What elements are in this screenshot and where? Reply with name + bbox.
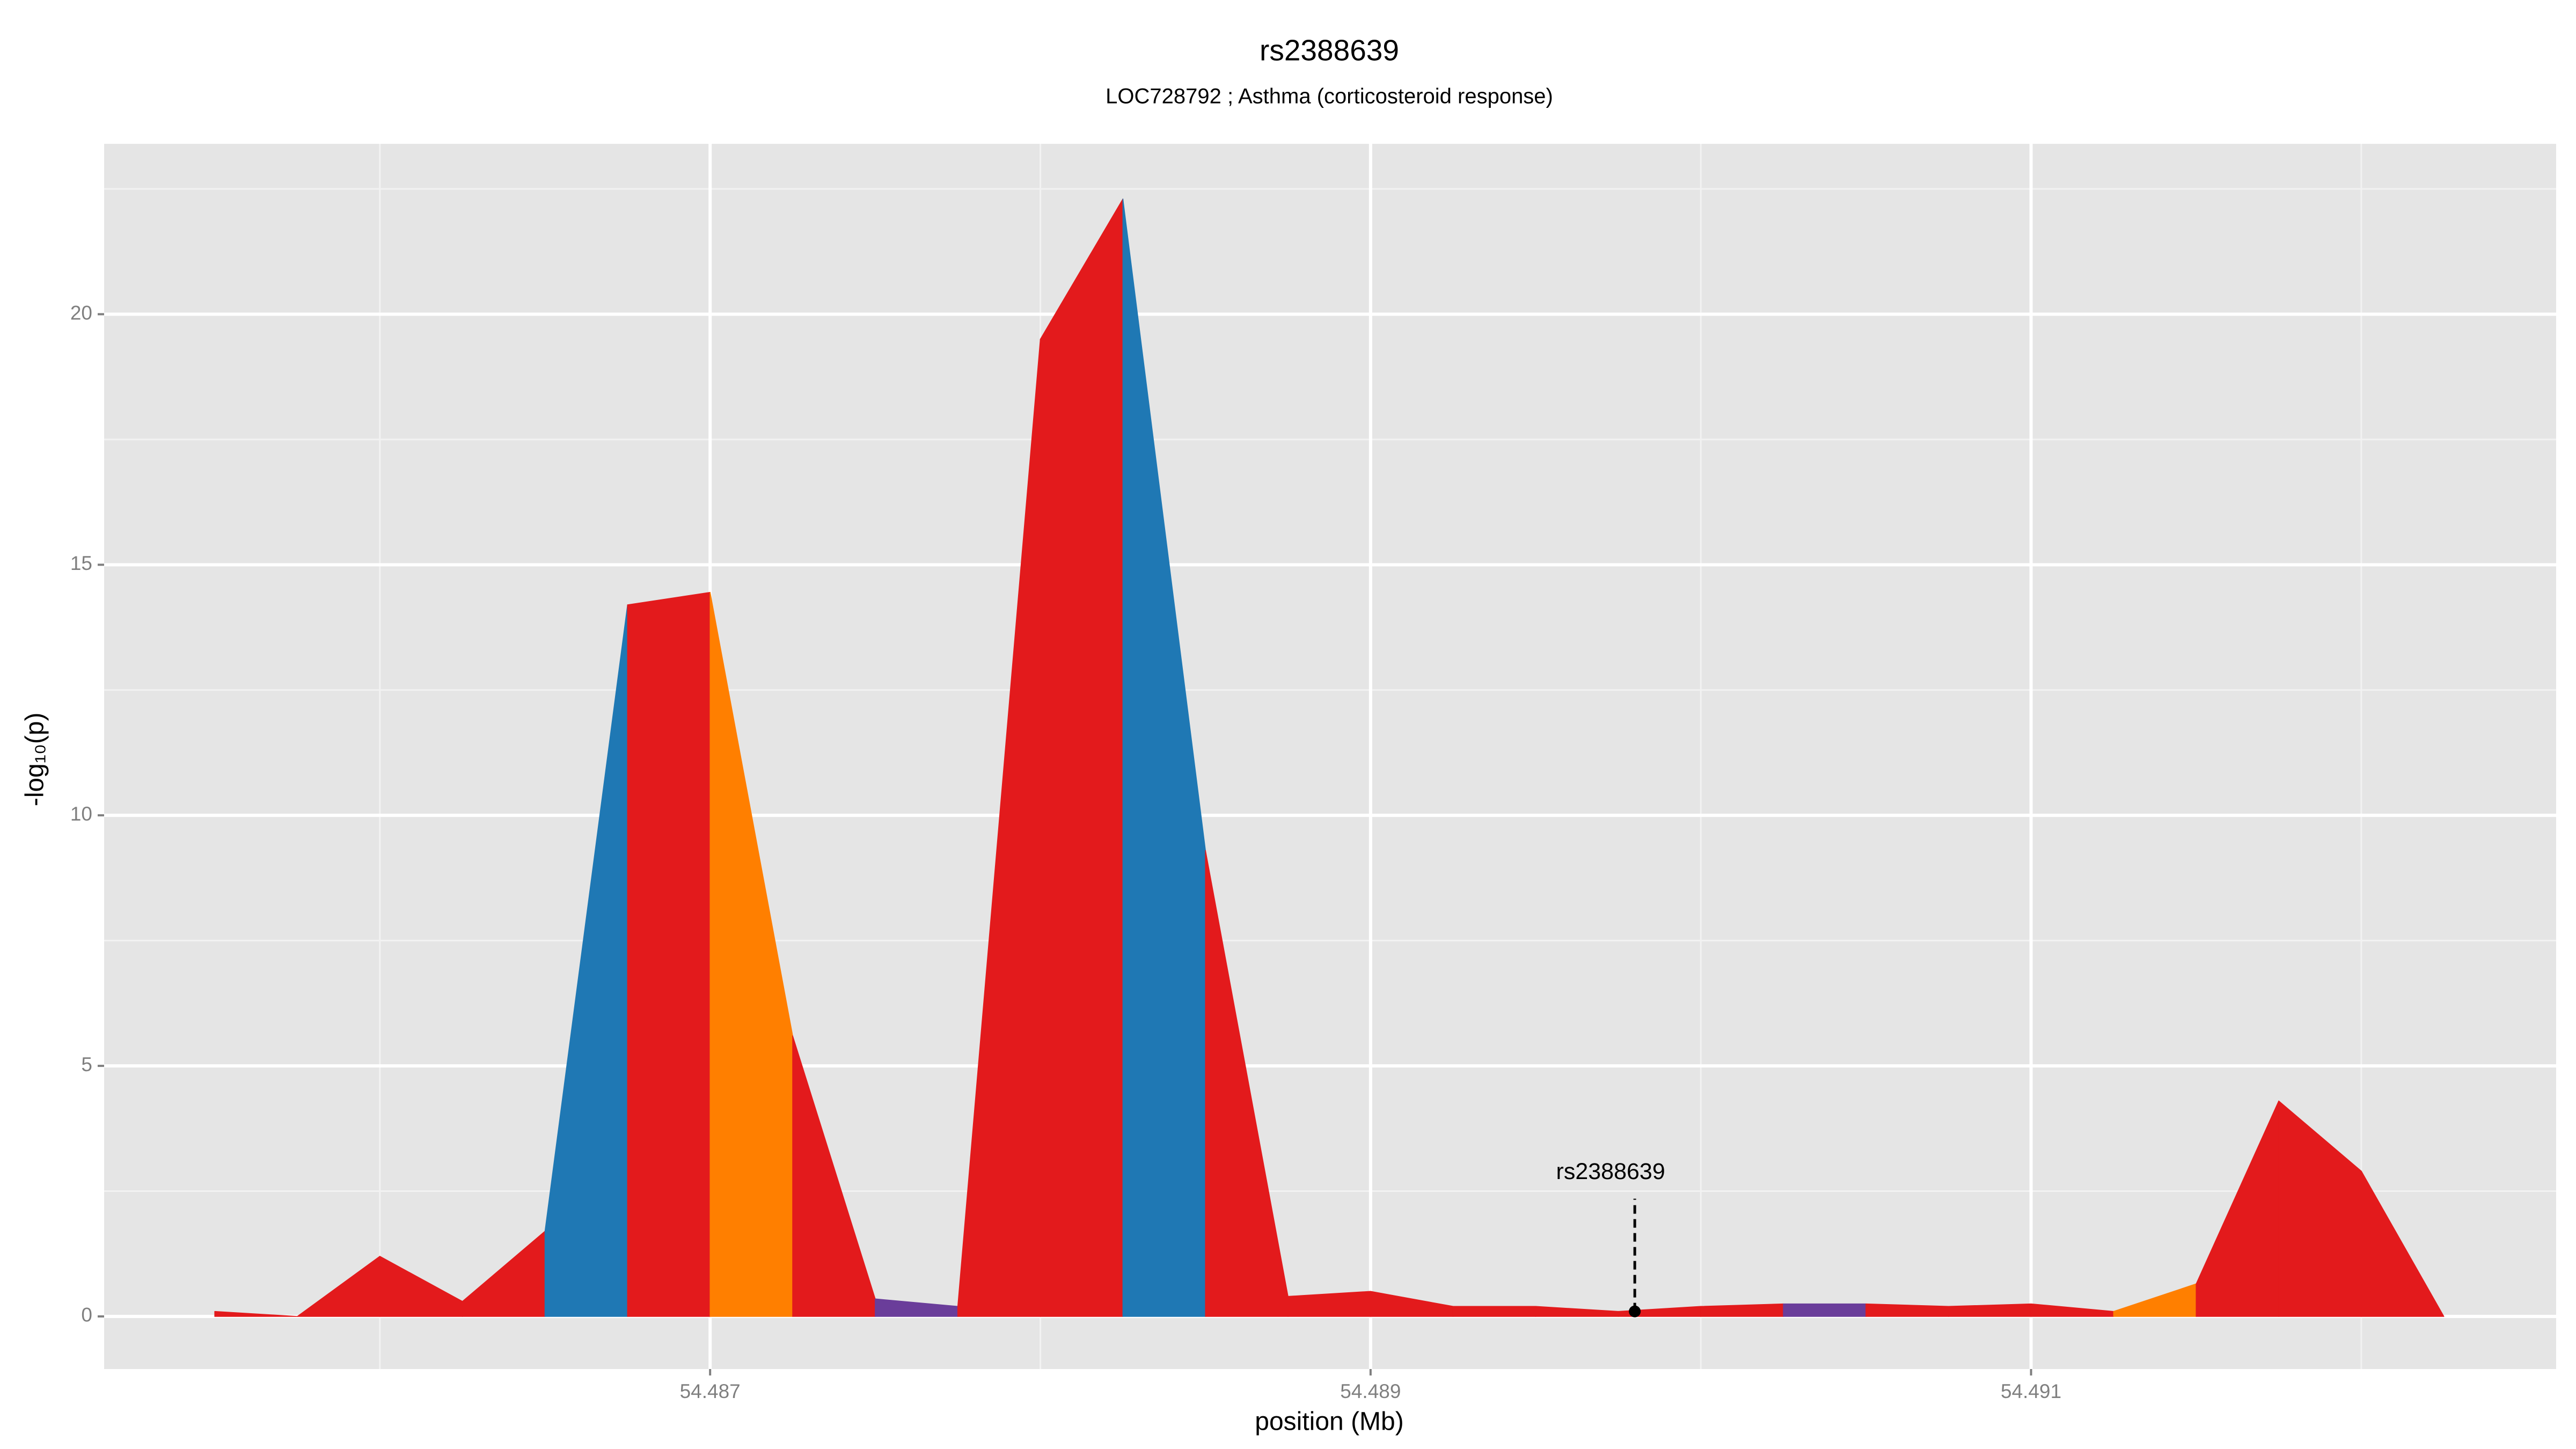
area-segment — [1865, 1303, 1949, 1317]
plot-background — [104, 144, 2556, 1369]
x-tick-label: 54.487 — [680, 1380, 741, 1402]
y-tick-label: 5 — [81, 1053, 92, 1075]
chart-subtitle: LOC728792 ; Asthma (corticosteroid respo… — [1106, 85, 1553, 108]
area-segment — [1700, 1303, 1784, 1317]
annotation-point — [1629, 1305, 1641, 1318]
y-tick-label: 0 — [81, 1304, 92, 1326]
area-segment — [2361, 1170, 2445, 1317]
area-segment — [1452, 1306, 1536, 1317]
y-tick-label: 15 — [70, 552, 92, 574]
x-tick-label: 54.489 — [1340, 1380, 1401, 1402]
area-segment — [1948, 1303, 2032, 1317]
area-segment — [627, 591, 711, 1317]
area-segment — [1783, 1303, 1867, 1317]
area-segment — [1040, 198, 1124, 1317]
x-axis-title: position (Mb) — [1255, 1408, 1403, 1436]
x-tick-label: 54.491 — [2001, 1380, 2061, 1402]
y-axis-title: -log₁₀(p) — [21, 713, 49, 807]
annotation-label: rs2388639 — [1556, 1159, 1665, 1184]
y-tick-label: 20 — [70, 302, 92, 324]
chart-title: rs2388639 — [1260, 34, 1399, 67]
area-segment — [214, 1311, 298, 1317]
y-tick-label: 10 — [70, 803, 92, 825]
